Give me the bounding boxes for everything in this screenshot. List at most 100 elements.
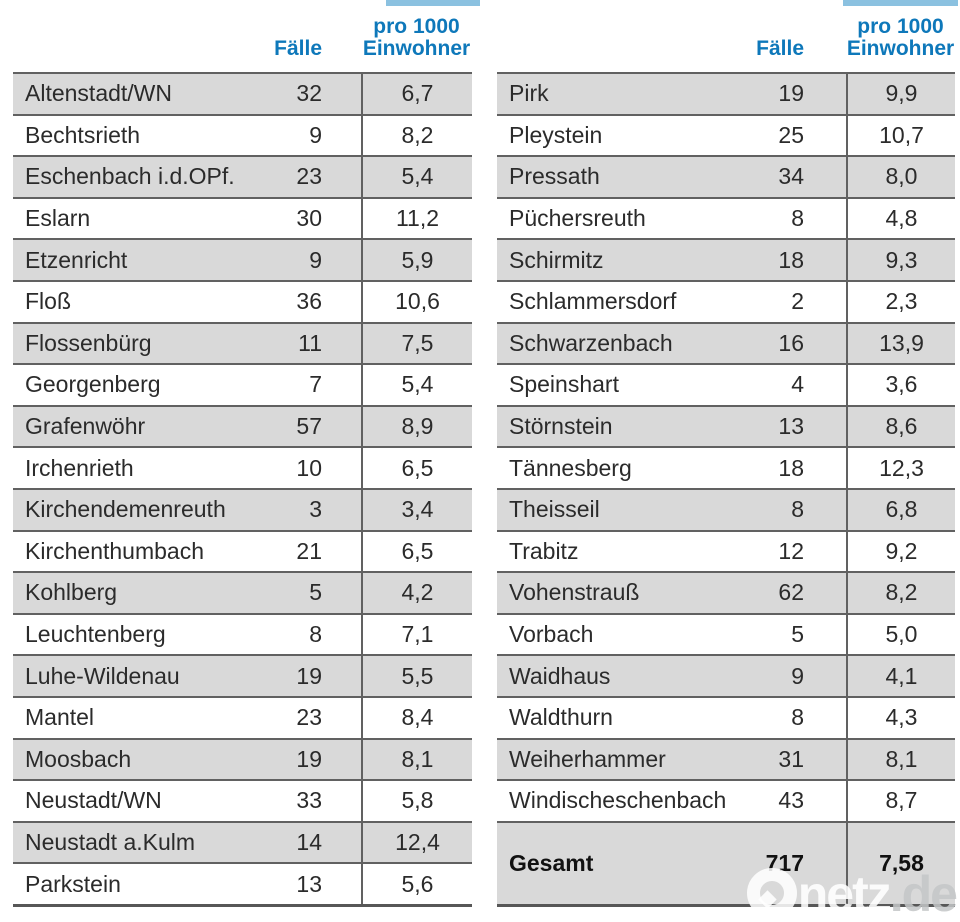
cases-value: 18 xyxy=(778,246,804,273)
table-row: Weiherhammer 31 8,1 xyxy=(497,737,955,780)
cases-value: 9 xyxy=(309,246,322,273)
rate-header-line1: pro 1000 xyxy=(373,14,460,38)
municipality-name: Waldthurn xyxy=(509,704,613,731)
municipality-name: Pirk xyxy=(509,80,549,107)
municipality-name: Waidhaus xyxy=(509,662,611,689)
rate-per-1000-value: 5,0 xyxy=(846,614,955,655)
rate-per-1000-value: 6,7 xyxy=(361,74,472,114)
cases-value: 18 xyxy=(778,454,804,481)
rate-per-1000-value: 8,2 xyxy=(846,573,955,613)
table-row: Eslarn 30 11,2 xyxy=(13,196,472,239)
cases-value: 13 xyxy=(296,870,322,897)
cases-value: 8 xyxy=(791,704,804,731)
rate-per-1000-value: 12,3 xyxy=(846,448,955,488)
cases-value: 23 xyxy=(296,163,322,190)
rate-column-header: pro 1000 Einwohner xyxy=(361,14,472,61)
municipality-name: Vorbach xyxy=(509,621,594,648)
municipality-name: Moosbach xyxy=(25,745,132,772)
table-row: Waldthurn 8 4,3 xyxy=(497,695,955,738)
table-row: Kirchendemenreuth 3 3,4 xyxy=(13,487,472,530)
cases-value: 12 xyxy=(778,537,804,564)
rate-per-1000-value: 4,8 xyxy=(846,198,955,239)
table-row: Floß 36 10,6 xyxy=(13,279,472,322)
rate-per-1000-value: 3,6 xyxy=(846,365,955,405)
table-row: Kohlberg 5 4,2 xyxy=(13,571,472,613)
rate-header-line2: Einwohner xyxy=(362,37,471,61)
cases-value: 23 xyxy=(296,704,322,731)
rate-header-line2: Einwohner xyxy=(846,37,955,61)
rate-per-1000-value: 6,5 xyxy=(361,448,472,488)
table-row: Speinshart 4 3,6 xyxy=(497,363,955,405)
cases-value: 8 xyxy=(309,621,322,648)
rate-per-1000-value: 7,58 xyxy=(846,822,955,904)
table-row: Parkstein 13 5,6 xyxy=(13,862,472,904)
municipality-name: Theisseil xyxy=(509,496,600,523)
municipality-name: Windischeschenbach xyxy=(509,787,727,814)
rate-per-1000-value: 8,1 xyxy=(846,739,955,780)
table-row: Pressath 34 8,0 xyxy=(497,155,955,197)
municipality-name: Tännesberg xyxy=(509,454,632,481)
cases-value: 7 xyxy=(309,371,322,398)
rate-per-1000-value: 9,2 xyxy=(846,531,955,572)
municipality-table-left: Fälle pro 1000 Einwohner Altenstadt/WN 3… xyxy=(13,0,472,907)
table-row: Trabitz 12 9,2 xyxy=(497,529,955,572)
cases-value: 33 xyxy=(296,787,322,814)
municipality-name: Luhe-Wildenau xyxy=(25,662,180,689)
rate-per-1000-value: 8,6 xyxy=(846,406,955,447)
cases-value: 14 xyxy=(296,828,322,855)
municipality-name: Trabitz xyxy=(509,537,579,564)
rate-per-1000-value: 6,5 xyxy=(361,531,472,572)
rate-per-1000-value: 7,1 xyxy=(361,614,472,655)
total-row: Gesamt 717 7,58 xyxy=(497,820,955,904)
table-body-right: Pirk 19 9,9 Pleystein 25 10,7 Pressath 3… xyxy=(497,72,955,907)
cases-column-header: Fälle xyxy=(274,37,322,61)
table-row: Tännesberg 18 12,3 xyxy=(497,446,955,488)
cases-value: 32 xyxy=(296,80,322,107)
rate-per-1000-value: 13,9 xyxy=(846,323,955,364)
table-row: Waidhaus 9 4,1 xyxy=(497,654,955,696)
municipality-name: Etzenricht xyxy=(25,246,128,273)
rate-per-1000-value: 12,4 xyxy=(361,822,472,863)
table-row: Schlammersdorf 2 2,3 xyxy=(497,279,955,322)
rate-per-1000-value: 8,7 xyxy=(846,781,955,821)
table-row: Moosbach 19 8,1 xyxy=(13,737,472,780)
cases-value: 19 xyxy=(296,662,322,689)
municipality-name: Bechtsrieth xyxy=(25,121,141,148)
table-row: Irchenrieth 10 6,5 xyxy=(13,446,472,488)
table-row: Schirmitz 18 9,3 xyxy=(497,238,955,280)
municipality-table-right: Fälle pro 1000 Einwohner Pirk 19 9,9 Ple… xyxy=(497,0,955,907)
rate-per-1000-value: 8,0 xyxy=(846,157,955,197)
cases-value: 34 xyxy=(778,163,804,190)
municipality-name: Schlammersdorf xyxy=(509,288,677,315)
table-header-right: Fälle pro 1000 Einwohner xyxy=(497,0,955,72)
municipality-name: Kohlberg xyxy=(25,579,118,606)
table-row: Luhe-Wildenau 19 5,5 xyxy=(13,654,472,696)
cases-value: 62 xyxy=(778,579,804,606)
table-row: Störnstein 13 8,6 xyxy=(497,404,955,447)
table-header-left: Fälle pro 1000 Einwohner xyxy=(13,0,472,72)
cases-value: 19 xyxy=(778,80,804,107)
municipality-name: Kirchendemenreuth xyxy=(25,496,226,523)
cases-value: 31 xyxy=(778,745,804,772)
rate-per-1000-value: 5,4 xyxy=(361,365,472,405)
table-row: Pirk 19 9,9 xyxy=(497,72,955,114)
rate-per-1000-value: 11,2 xyxy=(361,198,472,239)
municipality-name: Neustadt/WN xyxy=(25,787,162,814)
cases-value: 19 xyxy=(296,745,322,772)
cases-value: 5 xyxy=(309,579,322,606)
cases-column-header: Fälle xyxy=(756,37,804,61)
rate-header-line1: pro 1000 xyxy=(857,14,944,38)
rate-per-1000-value: 9,3 xyxy=(846,240,955,280)
table-row: Altenstadt/WN 32 6,7 xyxy=(13,72,472,114)
table-row: Neustadt a.Kulm 14 12,4 xyxy=(13,820,472,863)
table-row: Mantel 23 8,4 xyxy=(13,695,472,738)
rate-per-1000-value: 5,4 xyxy=(361,157,472,197)
cases-value: 11 xyxy=(298,329,322,356)
table-row: Neustadt/WN 33 5,8 xyxy=(13,779,472,821)
rate-per-1000-value: 8,1 xyxy=(361,739,472,780)
cropped-blue-strip-right xyxy=(843,0,958,6)
municipality-name: Mantel xyxy=(25,704,95,731)
cases-value: 717 xyxy=(765,849,804,876)
municipality-name: Vohenstrauß xyxy=(509,579,640,606)
